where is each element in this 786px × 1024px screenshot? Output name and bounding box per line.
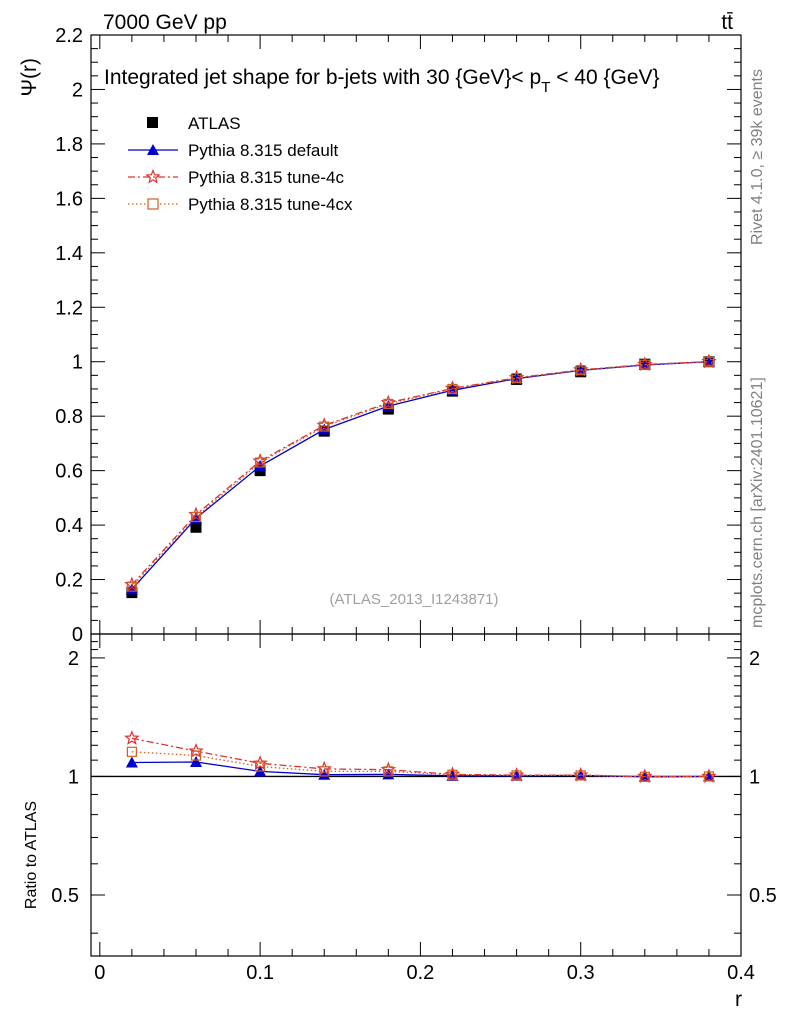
ratio-data-point: [126, 746, 137, 757]
legend-default-label: Pythia 8.315 default: [188, 141, 339, 160]
ratio-data-point: [447, 769, 458, 780]
energy-label: 7000 GeV pp: [103, 11, 227, 34]
data-point: [447, 383, 458, 395]
series-pythia-8-315-tune-4c: [124, 353, 717, 592]
y-tick-label: 0: [72, 624, 83, 646]
y-tick-label: 0.2: [55, 570, 83, 592]
series-line: [131, 361, 709, 590]
ratio-y-tick-label-right: 2: [749, 648, 760, 670]
x-tick-label: 0.3: [567, 962, 595, 984]
series-atlas: [126, 356, 715, 599]
analysis-id: (ATLAS_2013_I1243871): [329, 591, 498, 608]
rivet-label: Rivet 4.1.0, ≥ 39k events: [749, 69, 766, 245]
data-point: [190, 511, 202, 523]
ratio-y-tick-label: 0.5: [51, 885, 79, 907]
legend: ATLAS Pythia 8.315 default Pythia 8.315 …: [128, 114, 353, 214]
data-point: [383, 398, 394, 410]
data-point: [255, 457, 266, 468]
ratio-series-pythia-8-315-default: [125, 756, 715, 782]
legend-tune4cx-label: Pythia 8.315 tune-4cx: [188, 195, 353, 214]
data-point: [254, 460, 267, 472]
ratio-y-tick-label-right: 1: [749, 766, 760, 788]
legend-atlas-marker: [147, 117, 158, 128]
data-point: [639, 359, 650, 370]
ratio-y-tick-label: 1: [68, 766, 79, 788]
x-tick-label: 0.2: [407, 962, 435, 984]
y-tick-label: 0.6: [55, 461, 83, 483]
ratio-y-axis-title: Ratio to ATLAS: [23, 801, 40, 909]
ratio-data-point: [383, 766, 394, 777]
legend-atlas-label: ATLAS: [188, 114, 241, 133]
y-tick-label: 1.4: [55, 243, 83, 265]
y-tick-label: 0.4: [55, 515, 83, 537]
y-tick-label: 1: [72, 352, 83, 374]
ratio-data-point: [189, 756, 202, 768]
legend-tune4c-marker: [145, 168, 161, 184]
ratio-data-point: [125, 756, 138, 768]
main-y-axis-title: Ψ(r): [18, 58, 41, 97]
ratio-series-line: [131, 737, 709, 778]
ratio-plot-frame: [90, 633, 742, 957]
legend-default-marker: [147, 144, 159, 155]
x-axis-title: r: [735, 988, 742, 1011]
ratio-data-point: [255, 761, 266, 772]
ratio-y-tick-label-right: 0.5: [749, 885, 777, 907]
y-tick-label: 0.8: [55, 406, 83, 428]
ratio-data-point: [124, 730, 140, 745]
y-tick-label: 1.2: [55, 297, 83, 319]
series-line: [131, 361, 709, 588]
series-pythia-8-315-default: [125, 355, 715, 595]
ratio-series-pythia-8-315-tune-4cx: [126, 746, 715, 782]
legend-tune4c-label: Pythia 8.315 tune-4c: [188, 168, 344, 187]
data-point: [511, 372, 522, 384]
ratio-data-point: [703, 771, 715, 782]
ratio-data-point: [319, 766, 330, 777]
mcplots-label: mcplots.cern.ch [arXiv:2401.10621]: [749, 377, 766, 628]
ratio-series-line: [131, 761, 709, 778]
series-line: [131, 361, 709, 586]
y-tick-label: 1.8: [55, 134, 83, 156]
x-tick-label: 0: [94, 962, 105, 984]
data-point: [575, 365, 586, 376]
ratio-series-line: [131, 751, 709, 778]
legend-tune4cx-marker: [147, 198, 159, 210]
data-point: [703, 356, 715, 367]
ratio-data-point: [575, 770, 586, 781]
main-plot: 0 0.2 0.4 0.6 0.8 1 1.2 1.4 1.6 1.8 2 2.2: [55, 25, 742, 646]
y-tick-label: 1.6: [55, 188, 83, 210]
ratio-series-pythia-8-315-tune-4c: [124, 730, 717, 784]
ratio-plot: 0.5 0.5 1 1 2 2 0 0.1 0.2 0.3 0.4: [51, 633, 777, 984]
data-point: [126, 581, 137, 592]
data-point: [318, 423, 331, 435]
ratio-data-point: [188, 742, 204, 758]
ratio-data-point: [318, 768, 331, 780]
ratio-data-point: [511, 770, 522, 781]
process-label: tt̄: [721, 11, 733, 34]
main-title: Integrated jet shape for b-jets with 30 …: [104, 66, 660, 96]
x-tick-label: 0.4: [727, 962, 755, 984]
ratio-data-point: [190, 750, 202, 761]
ratio-data-point: [639, 771, 650, 782]
series-pythia-8-315-tune-4cx: [126, 356, 715, 592]
y-tick-label: 2: [72, 79, 83, 101]
data-point: [190, 521, 202, 533]
x-tick-label: 0.1: [246, 962, 274, 984]
ratio-y-tick-label: 2: [68, 648, 79, 670]
data-point: [319, 421, 330, 432]
ratio-data-point: [382, 768, 395, 780]
y-tick-label: 2.2: [55, 25, 83, 47]
